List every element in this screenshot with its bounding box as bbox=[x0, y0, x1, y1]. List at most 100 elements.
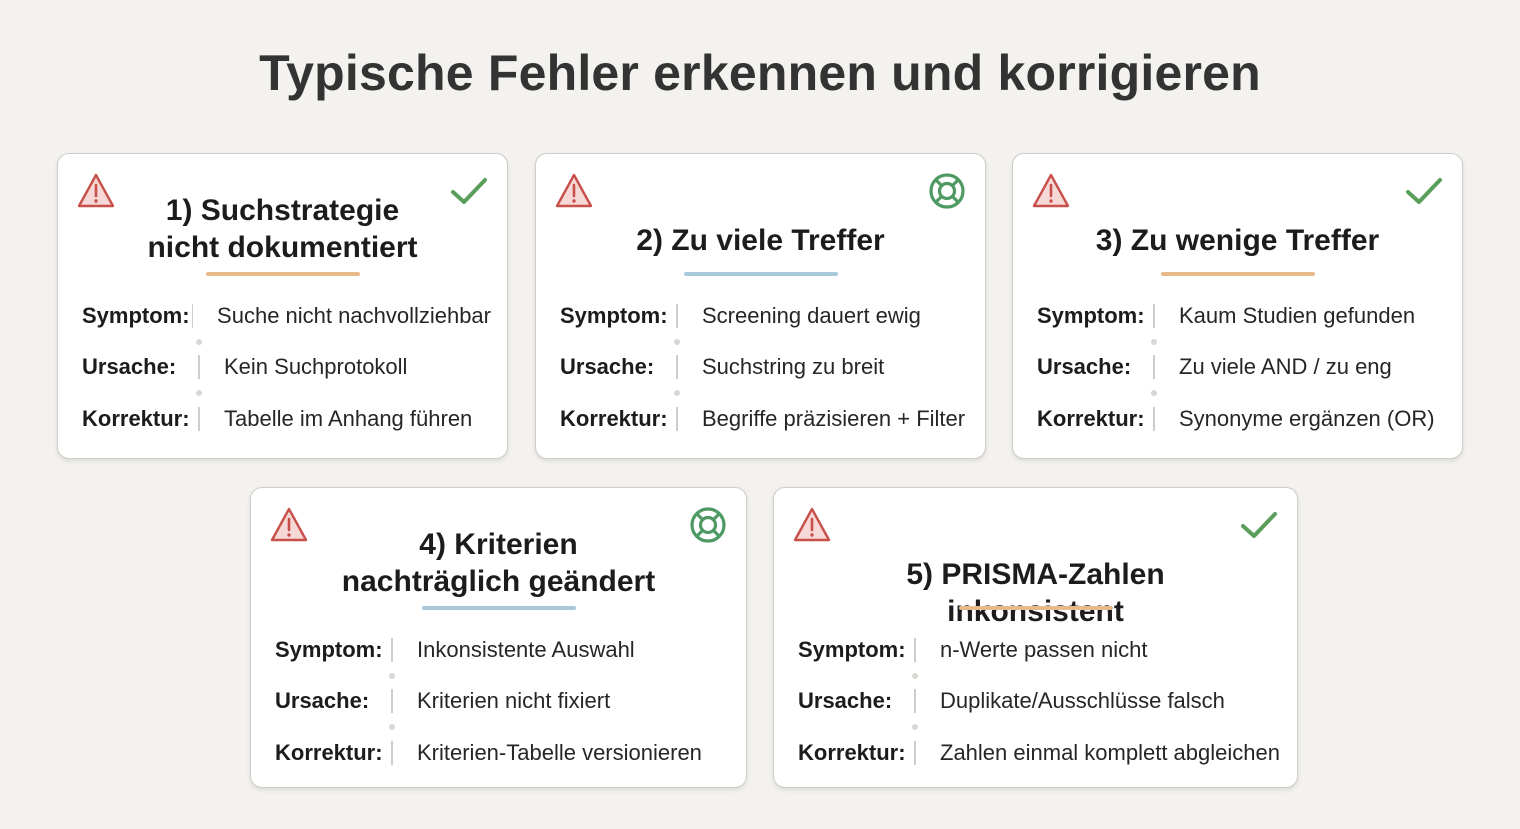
row-label: Korrektur: bbox=[275, 739, 383, 765]
card-title-line: nicht dokumentiert bbox=[147, 231, 418, 264]
card-title: 4) Kriterien nachträglich geändert bbox=[291, 526, 706, 600]
row-cause: Ursache: Zu viele AND / zu eng bbox=[1037, 342, 1446, 396]
card-title: 3) Zu wenige Treffer bbox=[1053, 222, 1422, 259]
page-title: Typische Fehler erkennen und korrigieren bbox=[259, 45, 1261, 101]
separator-dot bbox=[1151, 390, 1157, 396]
row-divider bbox=[391, 740, 405, 765]
row-label: Korrektur: bbox=[82, 405, 190, 431]
card-rows: Symptom: Kaum Studien gefunden Ursache: Zu … bbox=[1037, 290, 1446, 445]
row-fix: Korrektur: Begriffe präzisieren + Filter bbox=[560, 393, 969, 445]
separator-dot bbox=[389, 724, 395, 730]
title-underline bbox=[421, 606, 576, 610]
card-rows: Symptom: Suche nicht nachvollziehbar Ursac… bbox=[82, 290, 491, 445]
row-symptom: Symptom: Inkonsistente Auswahl bbox=[275, 624, 730, 679]
check-icon bbox=[449, 172, 489, 210]
row-value: Kriterien-Tabelle versionieren bbox=[417, 739, 702, 765]
row-fix: Korrektur: Tabelle im Anhang führen bbox=[82, 393, 491, 445]
separator-dot bbox=[674, 338, 680, 345]
row-divider bbox=[191, 303, 205, 328]
separator-dot bbox=[389, 672, 395, 679]
row-value: Tabelle im Anhang führen bbox=[224, 405, 473, 431]
row-label: Korrektur: bbox=[1037, 405, 1145, 431]
separator-dot bbox=[196, 338, 202, 345]
card-title-line: nachträglich geändert bbox=[341, 565, 656, 598]
title-underline bbox=[205, 272, 360, 276]
separator-dot bbox=[196, 390, 202, 396]
row-fix: Korrektur: Zahlen einmal komplett abgleic… bbox=[798, 727, 1281, 779]
separator-dot bbox=[912, 724, 918, 730]
row-symptom: Symptom: Suche nicht nachvollziehbar bbox=[82, 290, 491, 345]
row-divider bbox=[676, 303, 690, 328]
lifebuoy-icon bbox=[927, 172, 967, 210]
row-cause: Ursache: Kein Suchprotokoll bbox=[82, 342, 491, 396]
card-title-line: 4) Kriterien bbox=[419, 528, 578, 561]
separator-dot bbox=[674, 390, 680, 396]
error-card-5: 5) PRISMA-Zahlen inkonsistent Symptom: n-W… bbox=[773, 487, 1298, 788]
row-label: Ursache: bbox=[798, 688, 893, 714]
title-underline bbox=[958, 606, 1113, 610]
row-value: Screening dauert ewig bbox=[702, 302, 921, 328]
row-label: Symptom: bbox=[560, 302, 668, 328]
row-label: Symptom: bbox=[798, 636, 906, 662]
row-divider bbox=[1153, 303, 1167, 328]
row-divider bbox=[198, 406, 212, 431]
separator-dot bbox=[1151, 338, 1157, 345]
card-rows: Symptom: n-Werte passen nicht Ursache: Dupl… bbox=[798, 624, 1281, 779]
error-card-3: 3) Zu wenige Treffer Symptom: Kaum Studien… bbox=[1012, 153, 1463, 459]
row-label: Ursache: bbox=[560, 354, 655, 380]
card-title-line: 1) Suchstrategie bbox=[165, 194, 400, 227]
card-title: 1) Suchstrategie nicht dokumentiert bbox=[98, 192, 467, 266]
row-value: Zu viele AND / zu eng bbox=[1179, 354, 1392, 380]
row-label: Ursache: bbox=[1037, 354, 1132, 380]
row-value: Kriterien nicht fixiert bbox=[417, 688, 611, 714]
row-value: Begriffe präzisieren + Filter bbox=[702, 405, 966, 431]
row-value: Synonyme ergänzen (OR) bbox=[1179, 405, 1435, 431]
row-divider bbox=[391, 637, 405, 662]
warning-icon bbox=[792, 506, 832, 544]
card-title: 2) Zu viele Treffer bbox=[576, 222, 945, 259]
row-value: Zahlen einmal komplett abgleichen bbox=[940, 739, 1280, 765]
row-divider bbox=[676, 406, 690, 431]
error-card-1: 1) Suchstrategie nicht dokumentiert Sympto… bbox=[57, 153, 508, 459]
row-value: Kein Suchprotokoll bbox=[224, 354, 408, 380]
warning-icon bbox=[1031, 172, 1071, 210]
row-label: Symptom: bbox=[275, 636, 383, 662]
row-divider bbox=[914, 637, 928, 662]
lifebuoy-icon bbox=[688, 506, 728, 544]
check-icon bbox=[1404, 172, 1444, 210]
check-icon bbox=[1239, 506, 1279, 544]
row-divider bbox=[391, 689, 405, 714]
row-cause: Ursache: Kriterien nicht fixiert bbox=[275, 676, 730, 730]
row-label: Korrektur: bbox=[798, 739, 906, 765]
error-card-2: 2) Zu viele Treffer Symptom: Screening dau… bbox=[535, 153, 986, 459]
row-symptom: Symptom: Screening dauert ewig bbox=[560, 290, 969, 345]
row-divider bbox=[198, 355, 212, 380]
row-value: Suchstring zu breit bbox=[702, 354, 885, 380]
row-cause: Ursache: Suchstring zu breit bbox=[560, 342, 969, 396]
row-value: Duplikate/Ausschlüsse falsch bbox=[940, 688, 1225, 714]
row-value: Suche nicht nachvollziehbar bbox=[217, 302, 491, 328]
separator-dot bbox=[912, 672, 918, 679]
card-rows: Symptom: Inkonsistente Auswahl Ursache: Kri… bbox=[275, 624, 730, 779]
row-divider bbox=[1153, 406, 1167, 431]
row-symptom: Symptom: Kaum Studien gefunden bbox=[1037, 290, 1446, 345]
row-cause: Ursache: Duplikate/Ausschlüsse falsch bbox=[798, 676, 1281, 730]
error-card-4: 4) Kriterien nachträglich geändert Symptom… bbox=[250, 487, 747, 788]
row-value: Kaum Studien gefunden bbox=[1179, 302, 1416, 328]
warning-icon bbox=[76, 172, 116, 210]
card-title-line: 3) Zu wenige Treffer bbox=[1095, 224, 1380, 257]
row-divider bbox=[676, 355, 690, 380]
row-value: Inkonsistente Auswahl bbox=[417, 636, 635, 662]
row-divider bbox=[1153, 355, 1167, 380]
card-title-line: 5) PRISMA-Zahlen inkonsistent bbox=[906, 558, 1165, 628]
row-divider bbox=[914, 689, 928, 714]
card-rows: Symptom: Screening dauert ewig Ursache: Suc… bbox=[560, 290, 969, 445]
row-fix: Korrektur: Kriterien-Tabelle versionieren bbox=[275, 727, 730, 779]
row-label: Ursache: bbox=[82, 354, 177, 380]
title-underline bbox=[683, 272, 838, 276]
row-label: Korrektur: bbox=[560, 405, 668, 431]
warning-icon bbox=[269, 506, 309, 544]
card-title: 5) PRISMA-Zahlen inkonsistent bbox=[814, 556, 1257, 630]
row-symptom: Symptom: n-Werte passen nicht bbox=[798, 624, 1281, 679]
